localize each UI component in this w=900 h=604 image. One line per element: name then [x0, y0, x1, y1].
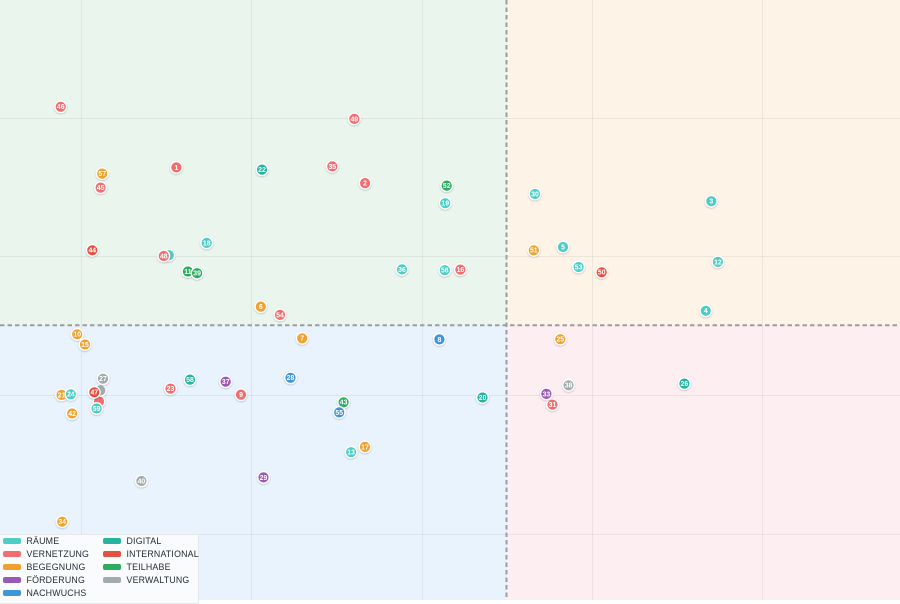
svg-text:48: 48 [160, 253, 168, 260]
svg-text:19: 19 [441, 201, 449, 208]
svg-text:33: 33 [543, 391, 551, 398]
svg-text:1: 1 [174, 165, 178, 172]
svg-text:27: 27 [99, 376, 107, 383]
svg-text:7: 7 [300, 336, 304, 343]
svg-text:42: 42 [68, 411, 76, 418]
svg-text:38: 38 [565, 383, 573, 390]
svg-text:8: 8 [437, 337, 441, 344]
svg-text:11: 11 [184, 269, 191, 276]
svg-text:20: 20 [479, 395, 487, 402]
svg-text:57: 57 [98, 171, 106, 178]
svg-text:12: 12 [714, 259, 722, 266]
svg-text:15: 15 [81, 342, 89, 349]
svg-text:51: 51 [530, 248, 538, 255]
svg-text:35: 35 [328, 164, 336, 171]
svg-text:43: 43 [340, 400, 348, 407]
svg-text:54: 54 [276, 312, 284, 319]
svg-text:28: 28 [287, 375, 295, 382]
svg-text:47: 47 [90, 390, 98, 397]
svg-text:29: 29 [260, 475, 268, 482]
svg-text:25: 25 [556, 337, 564, 344]
svg-text:36: 36 [398, 267, 406, 274]
svg-text:59: 59 [93, 406, 101, 413]
svg-text:30: 30 [531, 191, 539, 198]
svg-text:2: 2 [363, 181, 367, 188]
svg-text:24: 24 [67, 392, 75, 399]
svg-text:16: 16 [457, 267, 465, 274]
svg-text:23: 23 [167, 386, 175, 393]
svg-text:31: 31 [549, 402, 557, 409]
svg-text:37: 37 [222, 379, 230, 386]
svg-text:34: 34 [58, 519, 66, 526]
svg-text:9: 9 [239, 392, 243, 399]
svg-text:46: 46 [57, 104, 65, 111]
svg-text:21: 21 [58, 392, 66, 399]
svg-text:17: 17 [361, 444, 369, 451]
svg-text:50: 50 [598, 270, 606, 277]
svg-text:55: 55 [335, 410, 343, 417]
svg-text:52: 52 [443, 183, 451, 190]
svg-text:22: 22 [258, 167, 266, 174]
svg-text:18: 18 [203, 240, 211, 247]
svg-text:58: 58 [186, 377, 194, 384]
svg-text:26: 26 [681, 381, 689, 388]
svg-text:44: 44 [88, 248, 96, 255]
svg-text:3: 3 [709, 199, 713, 206]
svg-text:53: 53 [575, 264, 583, 271]
svg-text:4: 4 [704, 308, 708, 315]
svg-text:40: 40 [138, 478, 146, 485]
svg-text:13: 13 [347, 450, 355, 457]
svg-text:39: 39 [193, 271, 201, 278]
svg-text:56: 56 [441, 268, 449, 275]
svg-text:10: 10 [73, 332, 81, 339]
svg-text:6: 6 [259, 304, 263, 311]
svg-text:5: 5 [561, 244, 565, 251]
svg-text:45: 45 [97, 185, 105, 192]
svg-text:49: 49 [350, 116, 358, 123]
